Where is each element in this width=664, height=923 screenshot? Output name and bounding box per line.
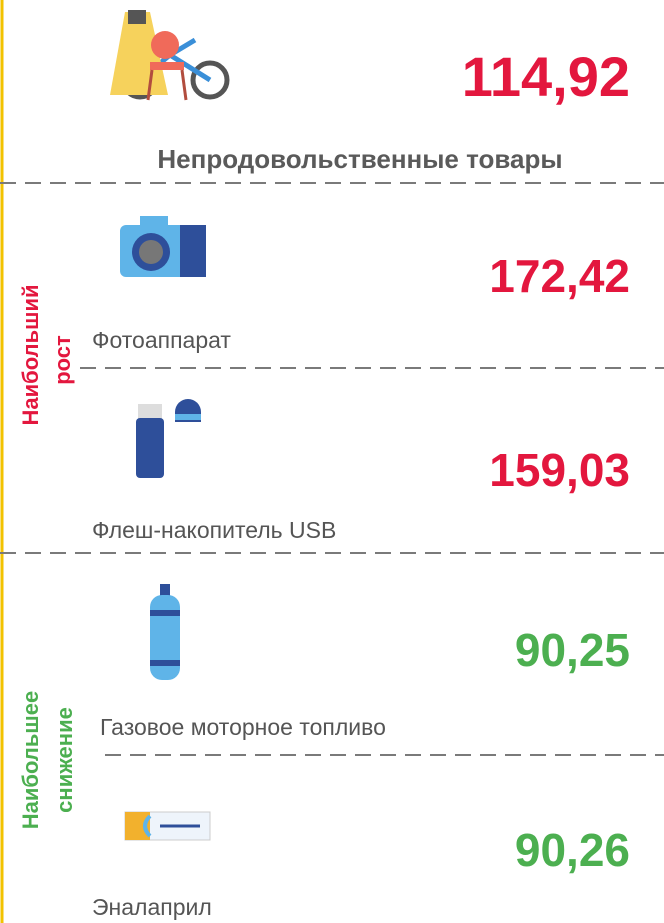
- top-label: Непродовольственные товары: [157, 144, 562, 174]
- goods-icon: [110, 10, 230, 101]
- item-label: Эналаприл: [92, 894, 212, 920]
- gas-icon: [150, 584, 180, 680]
- item-value: 159,03: [489, 444, 630, 496]
- group-title: снижение: [52, 707, 77, 813]
- item-label: Флеш-накопитель USB: [92, 517, 336, 543]
- group-title: Наибольший: [18, 284, 43, 425]
- group-title: Наибольшее: [18, 691, 43, 829]
- usb-icon: [136, 399, 201, 478]
- pill-icon: [124, 811, 211, 841]
- group-title: рост: [50, 335, 75, 385]
- top-value: 114,92: [462, 45, 630, 108]
- item-value: 172,42: [489, 250, 630, 302]
- item-label: Газовое моторное топливо: [100, 714, 386, 740]
- item-label: Фотоаппарат: [92, 327, 231, 353]
- item-value: 90,25: [515, 624, 630, 676]
- camera-icon: [120, 216, 206, 277]
- item-value: 90,26: [515, 824, 630, 876]
